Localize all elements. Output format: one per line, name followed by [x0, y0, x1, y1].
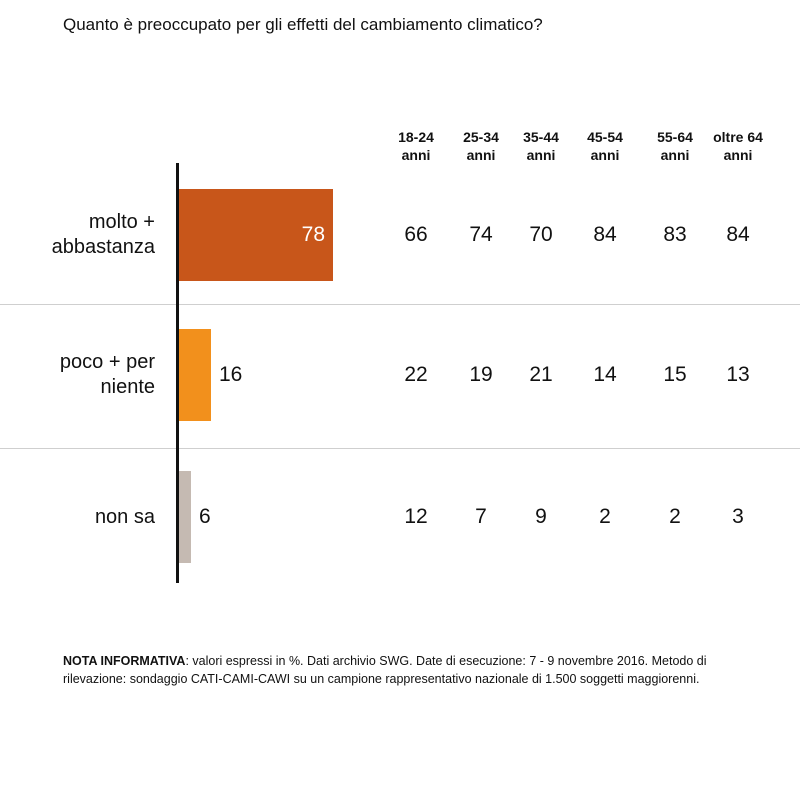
category-label: molto + abbastanza — [51, 211, 155, 258]
bar-value-label: 6 — [199, 505, 211, 528]
table-cell: 22 — [404, 363, 428, 386]
table-cell: 15 — [663, 363, 687, 386]
column-header-line2: anni — [590, 147, 620, 163]
chart-title: Quanto è preoccupato per gli effetti del… — [63, 15, 543, 34]
footnote: NOTA INFORMATIVA: valori espressi in %. … — [63, 652, 763, 688]
table-cell: 2 — [669, 505, 681, 528]
column-header-line1: oltre 64 — [713, 129, 763, 145]
table-cell: 7 — [475, 505, 487, 528]
column-header-line2: anni — [660, 147, 690, 163]
category-label: non sa — [94, 505, 155, 528]
footnote-text: : valori espressi in %. Dati archivio SW… — [63, 654, 707, 686]
row-divider — [0, 304, 800, 305]
column-header: 18-24 anni — [381, 128, 451, 164]
column-header: 35-44 anni — [506, 128, 576, 164]
table-cell: 2 — [599, 505, 611, 528]
column-header-line1: 55-64 — [657, 129, 693, 145]
table-cell: 19 — [469, 363, 493, 386]
table-cell: 3 — [732, 505, 744, 528]
bar-value-label: 16 — [219, 363, 243, 386]
column-header-line1: 18-24 — [398, 129, 434, 145]
table-cell: 84 — [726, 223, 750, 246]
column-header-line2: anni — [466, 147, 496, 163]
y-axis-line — [176, 163, 179, 583]
table-cell: 14 — [593, 363, 617, 386]
bar-value-label: 78 — [301, 223, 325, 246]
column-header: 55-64 anni — [640, 128, 710, 164]
table-cell: 12 — [404, 505, 428, 528]
column-header-line2: anni — [401, 147, 431, 163]
column-header-line1: 35-44 — [523, 129, 559, 145]
table-cell: 9 — [535, 505, 547, 528]
table-cell: 83 — [663, 223, 687, 246]
column-header-line2: anni — [526, 147, 556, 163]
table-cell: 21 — [529, 363, 553, 386]
bar — [179, 329, 211, 421]
row-divider — [0, 448, 800, 449]
table-cell: 13 — [726, 363, 750, 386]
table-cell: 70 — [529, 223, 553, 246]
column-header: 25-34 anni — [446, 128, 516, 164]
column-header: 45-54 anni — [570, 128, 640, 164]
column-header: oltre 64 anni — [703, 128, 773, 164]
column-header-line1: 45-54 — [587, 129, 623, 145]
table-cell: 84 — [593, 223, 617, 246]
column-header-line1: 25-34 — [463, 129, 499, 145]
bar — [179, 471, 191, 563]
footnote-label: NOTA INFORMATIVA — [63, 654, 186, 668]
category-label: poco + per niente — [59, 351, 155, 398]
bar — [179, 189, 333, 281]
column-header-line2: anni — [723, 147, 753, 163]
table-cell: 66 — [404, 223, 428, 246]
table-cell: 74 — [469, 223, 493, 246]
